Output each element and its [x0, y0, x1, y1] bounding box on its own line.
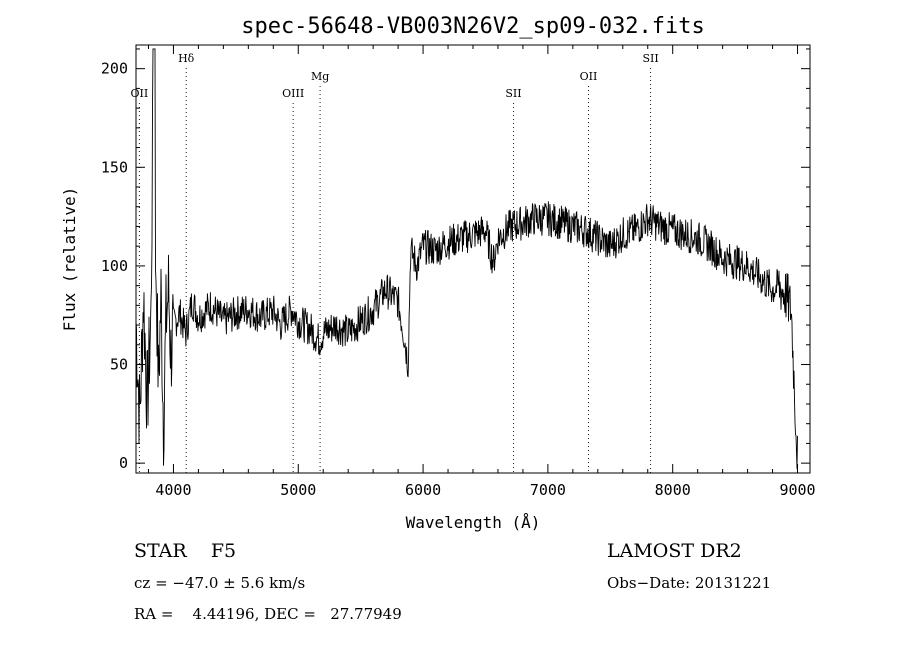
marker-label: OIII: [282, 87, 304, 100]
marker-label: Mg: [311, 70, 329, 83]
redshift-value: cz = −47.0 ± 5.6 km/s: [134, 574, 306, 592]
spectrum-line: [135, 48, 798, 469]
y-tick-label: 100: [101, 257, 128, 275]
chart-title: spec-56648-VB003N26V2_sp09-032.fits: [241, 14, 705, 39]
data-release: LAMOST DR2: [607, 540, 742, 562]
marker-label: OII: [131, 87, 149, 100]
observation-date: Obs−Date: 20131221: [607, 574, 772, 592]
marker-label: Hδ: [178, 52, 195, 65]
chart-titles: spec-56648-VB003N26V2_sp09-032.fits Wavel…: [60, 14, 705, 532]
x-tick-label: 6000: [405, 481, 441, 499]
object-class: STAR F5: [134, 540, 237, 562]
x-axis-label: Wavelength (Å): [406, 513, 541, 532]
marker-label: SII: [505, 87, 521, 100]
y-axis-label: Flux (relative): [60, 187, 79, 332]
line-markers: OII Hδ OIII Mg SII OII SII: [131, 52, 659, 473]
coordinates: RA = 4.44196, DEC = 27.77949: [134, 605, 402, 623]
x-tick-label: 5000: [280, 481, 316, 499]
y-tick-label: 0: [119, 454, 128, 472]
marker-label: OII: [580, 70, 598, 83]
x-tick-label: 8000: [655, 481, 691, 499]
axes: 4000 5000 6000 7000 8000 9000 0 50 100 150 200: [101, 44, 816, 499]
x-tick-label: 4000: [155, 481, 191, 499]
y-tick-label: 200: [101, 60, 128, 78]
y-tick-label: 50: [110, 356, 128, 374]
series-layer: [135, 48, 798, 469]
x-tick-label: 7000: [530, 481, 566, 499]
y-tick-label: 150: [101, 158, 128, 176]
marker-label: SII: [642, 52, 658, 65]
x-tick-label: 9000: [779, 481, 815, 499]
